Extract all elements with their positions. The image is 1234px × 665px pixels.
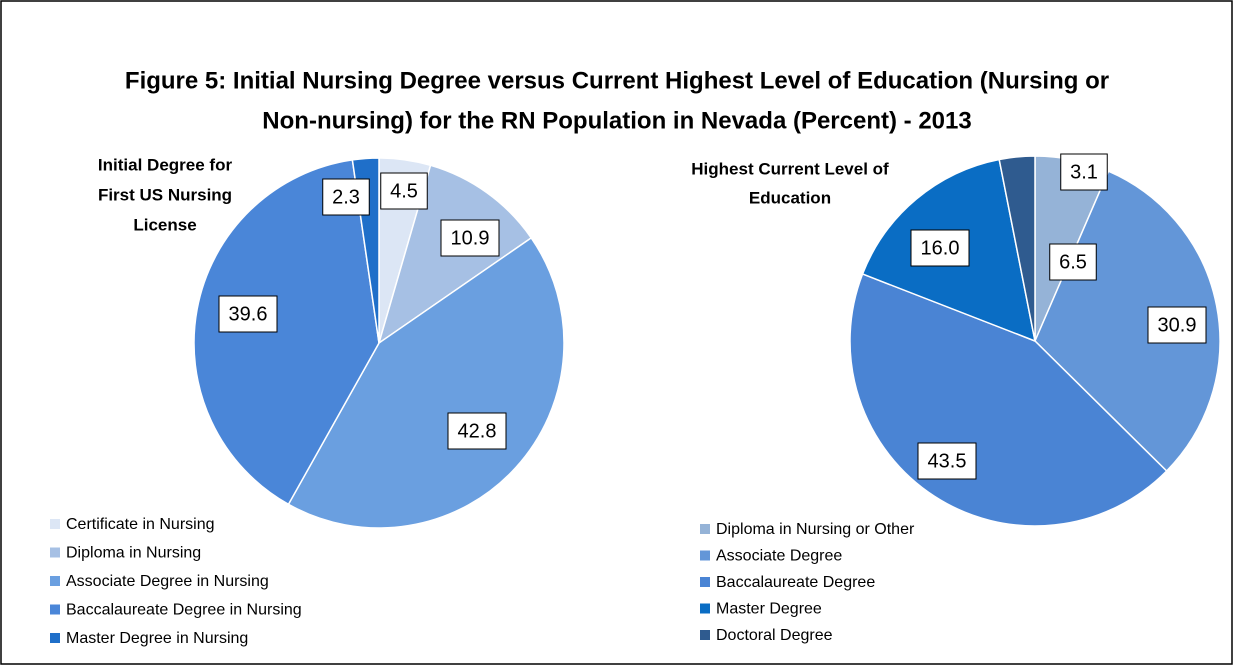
legend-label: Associate Degree (716, 548, 842, 565)
data-label: 42.8 (458, 420, 497, 442)
pie-slice (193, 159, 380, 506)
data-label-box (910, 229, 970, 267)
legend-label: Diploma in Nursing or Other (716, 521, 915, 538)
legend-label: Doctoral Degree (716, 627, 833, 644)
pie-slice (287, 236, 565, 529)
data-label: 39.6 (229, 303, 268, 325)
data-label-box (1147, 306, 1207, 344)
subtitle: License (133, 215, 196, 234)
data-label-box (1049, 243, 1097, 281)
data-label-box (917, 442, 977, 480)
legend-swatch (50, 633, 60, 643)
legend-swatch (700, 524, 710, 534)
legend-label: Certificate in Nursing (66, 516, 215, 533)
legend-swatch (50, 576, 60, 586)
subtitle: Highest Current Level of (691, 159, 889, 178)
data-label: 2.3 (332, 186, 360, 208)
legend-label: Baccalaureate Degree (716, 574, 875, 591)
subtitle: Initial Degree for (98, 155, 233, 174)
data-label: 30.9 (1158, 314, 1197, 336)
legend-swatch (700, 577, 710, 587)
legend-swatch (50, 519, 60, 529)
legend-swatch (700, 550, 710, 561)
data-label-box (218, 295, 278, 333)
legend-label: Baccalaureate Degree in Nursing (66, 602, 302, 619)
subtitle: First US Nursing (98, 185, 232, 204)
chart-title: Non-nursing) for the RN Population in Ne… (262, 107, 971, 134)
legend-swatch (700, 630, 710, 640)
legend-label: Associate Degree in Nursing (66, 573, 269, 590)
pie-slice (998, 155, 1036, 342)
data-label: 4.5 (390, 180, 418, 202)
data-label-box (440, 219, 500, 257)
data-label-box (380, 172, 428, 210)
data-label: 43.5 (928, 450, 967, 472)
legend-label: Diploma in Nursing (66, 545, 201, 562)
data-label-box (322, 178, 370, 216)
legend-label: Master Degree in Nursing (66, 630, 248, 647)
data-label: 3.1 (1070, 161, 1098, 183)
data-label: 16.0 (921, 237, 960, 259)
legend-swatch (700, 603, 710, 614)
data-label: 6.5 (1059, 251, 1087, 273)
subtitle: Education (749, 188, 831, 207)
legend-swatch (50, 604, 60, 615)
data-label-box (1060, 153, 1108, 191)
chart-title: Figure 5: Initial Nursing Degree versus … (125, 67, 1109, 94)
data-label-box (447, 412, 507, 450)
legend-label: Master Degree (716, 601, 822, 618)
legend-swatch (50, 547, 60, 558)
data-label: 10.9 (451, 227, 490, 249)
